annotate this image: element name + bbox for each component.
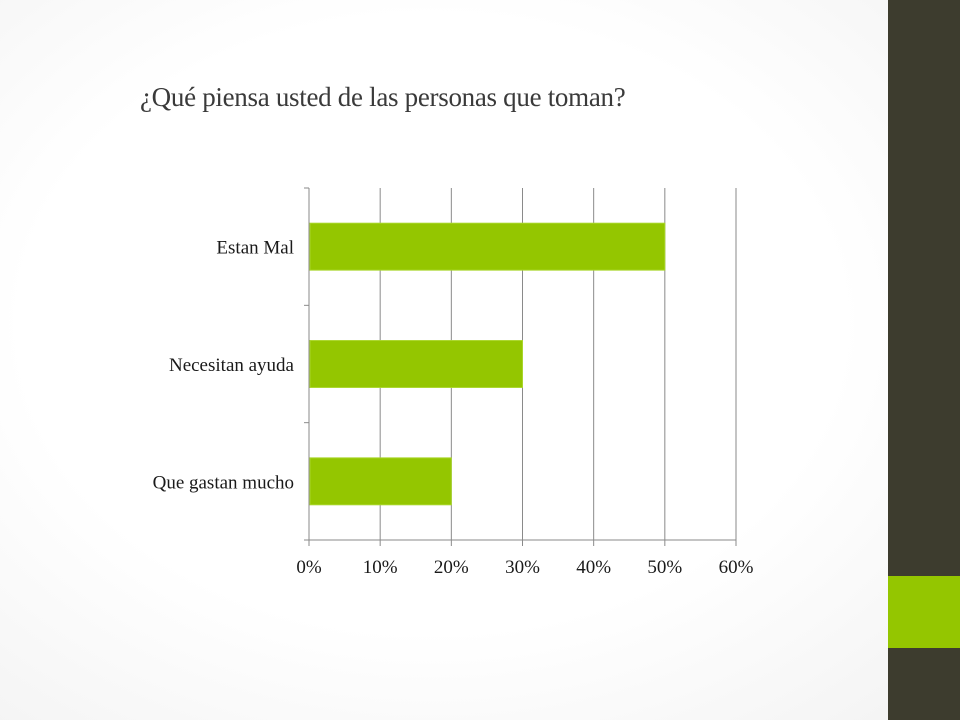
x-tick-label: 40% xyxy=(576,557,611,578)
x-tick-label: 50% xyxy=(647,557,682,578)
x-tick-label: 30% xyxy=(505,557,540,578)
x-tick-label: 10% xyxy=(363,557,398,578)
bar-estan-mal xyxy=(309,222,666,271)
x-tick-label: 0% xyxy=(296,557,322,578)
x-tick-label: 60% xyxy=(719,557,754,578)
category-label: Estan Mal xyxy=(216,238,294,259)
bar-chart: 0% 10% 20% 30% 40% 50% 60% Estan Mal Necesitan a… xyxy=(153,187,754,578)
sidebar-accent-square xyxy=(888,576,960,648)
bar-necesitan-ayuda xyxy=(309,340,523,388)
category-label: Que gastan mucho xyxy=(153,472,294,493)
x-tick-label: 20% xyxy=(434,557,469,578)
bar-que-gastan-mucho xyxy=(309,457,452,506)
slide-title: ¿Qué piensa usted de las personas que to… xyxy=(140,82,626,112)
category-label: Necesitan ayuda xyxy=(169,355,295,376)
